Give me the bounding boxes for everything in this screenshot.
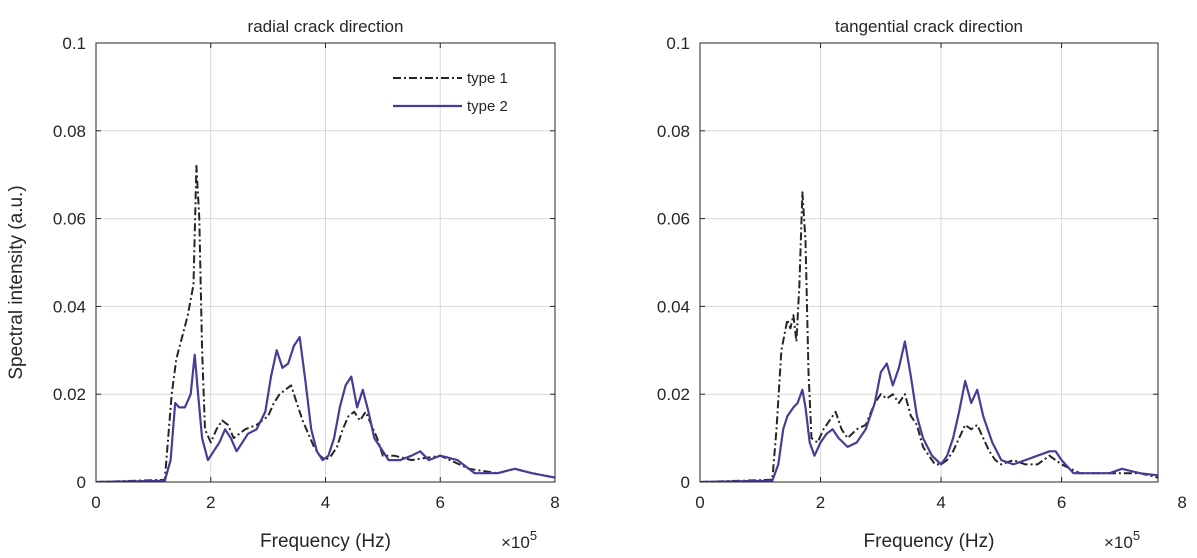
- chart-panel-2: 0 0.02 0.04 0.06 0.08 0.1 0 2 4 6 8 tangential crac…: [657, 17, 1187, 552]
- series-line-type-2: [700, 340, 1158, 482]
- y-tick-label: 0.1: [666, 34, 690, 53]
- x-tick-label: 0: [91, 493, 100, 512]
- y-tick-label: 0.02: [657, 385, 690, 404]
- x-tick-label: 8: [1177, 493, 1186, 512]
- x-tick-label: 0: [695, 493, 704, 512]
- x-tick-label: 2: [816, 493, 825, 512]
- y-tick-label: 0.08: [657, 122, 690, 141]
- y-axis-label: Spectral intensity (a.u.): [6, 185, 27, 379]
- x-exponent-label: ×105: [1104, 528, 1140, 552]
- series-line-type-1: [700, 191, 1158, 482]
- y-tick-label: 0.06: [657, 210, 690, 229]
- y-tick-label: 0.06: [53, 210, 86, 229]
- chart-panel-1: 0 0.02 0.04 0.06 0.08 0.1 0 2 4 6 8 radial crack di…: [6, 17, 560, 552]
- x-exponent-power: 5: [530, 528, 537, 543]
- chart-title: tangential crack direction: [835, 17, 1023, 36]
- y-tick-label: 0: [681, 473, 690, 492]
- x-exponent-power: 5: [1133, 528, 1140, 543]
- x-tick-label: 4: [321, 493, 330, 512]
- x-tick-label: 8: [550, 493, 559, 512]
- y-tick-label: 0: [77, 473, 86, 492]
- x-exponent-base: ×10: [501, 533, 530, 552]
- x-exponent-base: ×10: [1104, 533, 1133, 552]
- x-tick-label: 6: [436, 493, 445, 512]
- series-line-type-2: [96, 336, 555, 482]
- chart-title: radial crack direction: [248, 17, 404, 36]
- plot-frame: [95, 42, 556, 483]
- x-tick-label: 2: [206, 493, 215, 512]
- x-exponent-label: ×105: [501, 528, 537, 552]
- y-tick-label: 0.1: [62, 34, 86, 53]
- y-tick-label: 0.04: [53, 297, 86, 316]
- legend: type 1 type 2: [393, 70, 508, 115]
- legend-label: type 1: [467, 70, 508, 87]
- x-tick-label: 4: [936, 493, 945, 512]
- x-axis-label: Frequency (Hz): [260, 531, 391, 552]
- plot-frame: [699, 42, 1159, 483]
- y-tick-label: 0.02: [53, 385, 86, 404]
- legend-label: type 2: [467, 98, 508, 115]
- x-tick-label: 6: [1057, 493, 1066, 512]
- x-axis-label: Frequency (Hz): [864, 531, 995, 552]
- y-tick-label: 0.08: [53, 122, 86, 141]
- y-tick-label: 0.04: [657, 297, 690, 316]
